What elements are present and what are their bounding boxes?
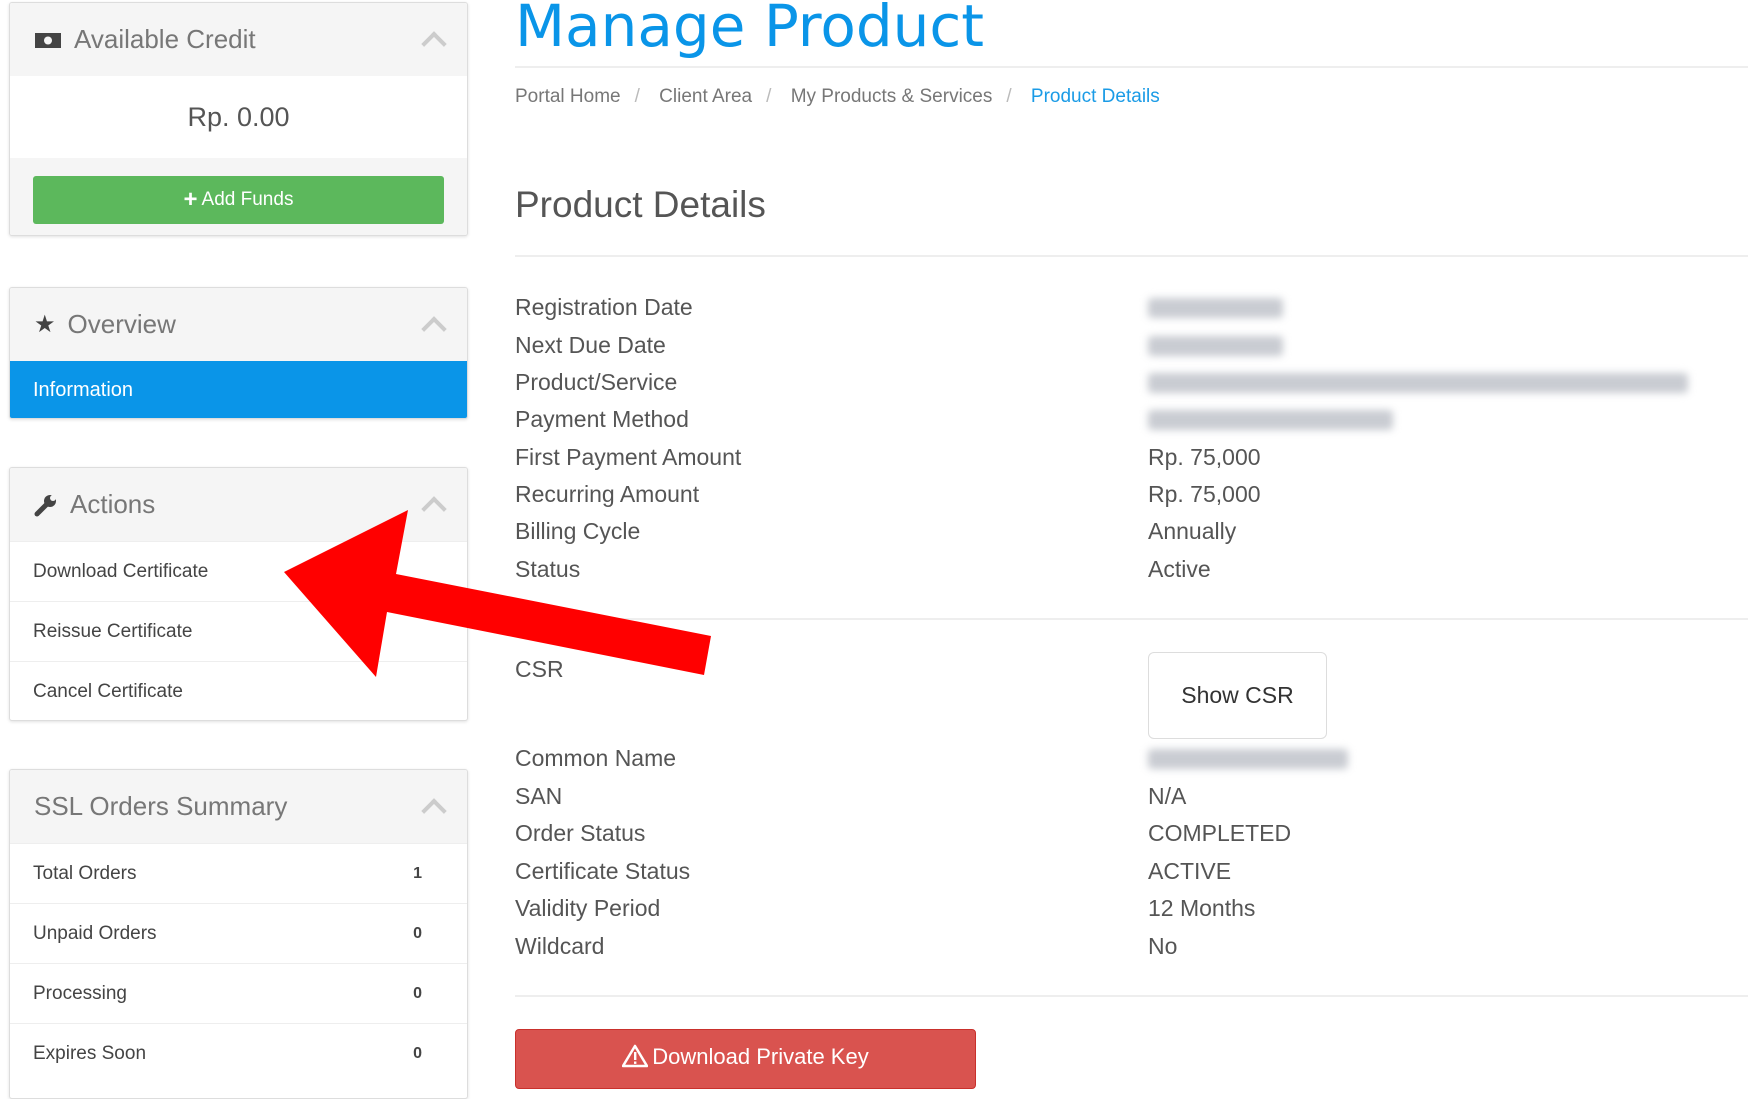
- star-icon: ★: [34, 311, 56, 338]
- page-title: Manage Product: [515, 0, 985, 60]
- sidebar-item-information[interactable]: Information: [10, 361, 467, 418]
- panel-title: Overview: [67, 309, 176, 339]
- divider: [515, 255, 1748, 257]
- add-funds-button[interactable]: + Add Funds: [33, 176, 444, 224]
- cert-value: ACTIVE: [1148, 858, 1232, 884]
- cert-label: Validity Period: [515, 895, 661, 921]
- wrench-icon: [34, 493, 58, 517]
- summary-processing[interactable]: Processing 0: [10, 963, 467, 1023]
- item-label: Download Certificate: [33, 560, 209, 582]
- redacted-value: [1148, 749, 1348, 769]
- detail-value: Active: [1148, 556, 1211, 582]
- chevron-up-icon[interactable]: [421, 496, 447, 522]
- show-csr-button[interactable]: Show CSR: [1148, 652, 1327, 739]
- chevron-up-icon[interactable]: [421, 31, 447, 57]
- section-title: Product Details: [515, 184, 766, 225]
- add-funds-label: Add Funds: [201, 189, 294, 210]
- money-icon: [34, 30, 62, 50]
- panel-title: SSL Orders Summary: [34, 791, 288, 821]
- item-label: Reissue Certificate: [33, 620, 193, 642]
- cert-value: No: [1148, 933, 1178, 959]
- item-count: 1: [413, 864, 422, 882]
- redacted-value: [1148, 336, 1283, 356]
- actions-header[interactable]: Actions: [10, 468, 467, 541]
- detail-value: Annually: [1148, 518, 1237, 544]
- ssl-orders-summary-panel: SSL Orders Summary Total Orders 1 Unpaid …: [9, 769, 468, 1099]
- breadcrumb-product-details: Product Details: [1030, 86, 1160, 107]
- detail-value: Rp. 75,000: [1148, 481, 1261, 507]
- item-label: Total Orders: [33, 862, 137, 884]
- cert-value: N/A: [1148, 783, 1187, 809]
- cert-label: Order Status: [515, 820, 646, 846]
- redacted-value: [1148, 298, 1283, 318]
- cert-label: Certificate Status: [515, 858, 691, 884]
- item-label: Cancel Certificate: [33, 680, 183, 702]
- detail-label: Registration Date: [515, 294, 693, 320]
- available-credit-header[interactable]: Available Credit: [10, 3, 467, 76]
- overview-header[interactable]: ★ Overview: [10, 288, 467, 361]
- redacted-value: [1148, 373, 1688, 393]
- divider: [515, 618, 1748, 620]
- panel-title: Actions: [70, 489, 156, 519]
- cert-value: 12 Months: [1148, 895, 1256, 921]
- credit-amount: Rp. 0.00: [187, 101, 290, 132]
- button-label: Download Private Key: [652, 1044, 869, 1069]
- detail-label: Recurring Amount: [515, 481, 700, 507]
- download-private-key-button[interactable]: Download Private Key: [515, 1029, 976, 1089]
- detail-value: Rp. 75,000: [1148, 444, 1261, 470]
- cert-label: SAN: [515, 783, 563, 809]
- breadcrumb-client-area[interactable]: Client Area: [659, 86, 753, 107]
- detail-label: Next Due Date: [515, 332, 666, 358]
- item-count: 0: [413, 1044, 422, 1062]
- warning-icon: [622, 1044, 649, 1074]
- summary-total-orders[interactable]: Total Orders 1: [10, 843, 467, 903]
- detail-label: Billing Cycle: [515, 518, 641, 544]
- action-cancel-certificate[interactable]: Cancel Certificate: [10, 661, 467, 720]
- detail-label: Payment Method: [515, 406, 689, 432]
- breadcrumb-products-services[interactable]: My Products & Services: [790, 86, 993, 107]
- summary-expires-soon[interactable]: Expires Soon 0: [10, 1023, 467, 1083]
- plus-icon: +: [183, 186, 198, 213]
- detail-label: First Payment Amount: [515, 444, 742, 470]
- chevron-up-icon[interactable]: [421, 316, 447, 342]
- item-count: 0: [413, 924, 422, 942]
- cert-label: Wildcard: [515, 933, 605, 959]
- item-label: Processing: [33, 982, 127, 1004]
- cert-value: COMPLETED: [1148, 820, 1292, 846]
- ssl-summary-header[interactable]: SSL Orders Summary: [10, 770, 467, 843]
- divider: [515, 995, 1748, 997]
- actions-panel: Actions Download Certificate Reissue Cer…: [9, 467, 468, 721]
- action-download-certificate[interactable]: Download Certificate: [10, 541, 467, 601]
- divider: [515, 66, 1748, 68]
- chevron-up-icon[interactable]: [421, 798, 447, 824]
- breadcrumb-portal-home[interactable]: Portal Home: [515, 86, 621, 107]
- redacted-value: [1148, 410, 1393, 430]
- csr-label: CSR: [515, 656, 564, 682]
- summary-unpaid-orders[interactable]: Unpaid Orders 0: [10, 903, 467, 963]
- panel-title: Available Credit: [74, 24, 256, 54]
- detail-label: Product/Service: [515, 369, 678, 395]
- overview-panel: ★ Overview Information: [9, 287, 468, 419]
- available-credit-panel: Available Credit Rp. 0.00 + Add Funds: [9, 2, 468, 236]
- item-label: Expires Soon: [33, 1042, 147, 1064]
- detail-label: Status: [515, 556, 581, 582]
- cert-label: Common Name: [515, 745, 677, 771]
- breadcrumb: Portal Home / Client Area / My Products & …: [515, 86, 1160, 107]
- item-label: Unpaid Orders: [33, 922, 157, 944]
- action-reissue-certificate[interactable]: Reissue Certificate: [10, 601, 467, 661]
- item-count: 0: [413, 984, 422, 1002]
